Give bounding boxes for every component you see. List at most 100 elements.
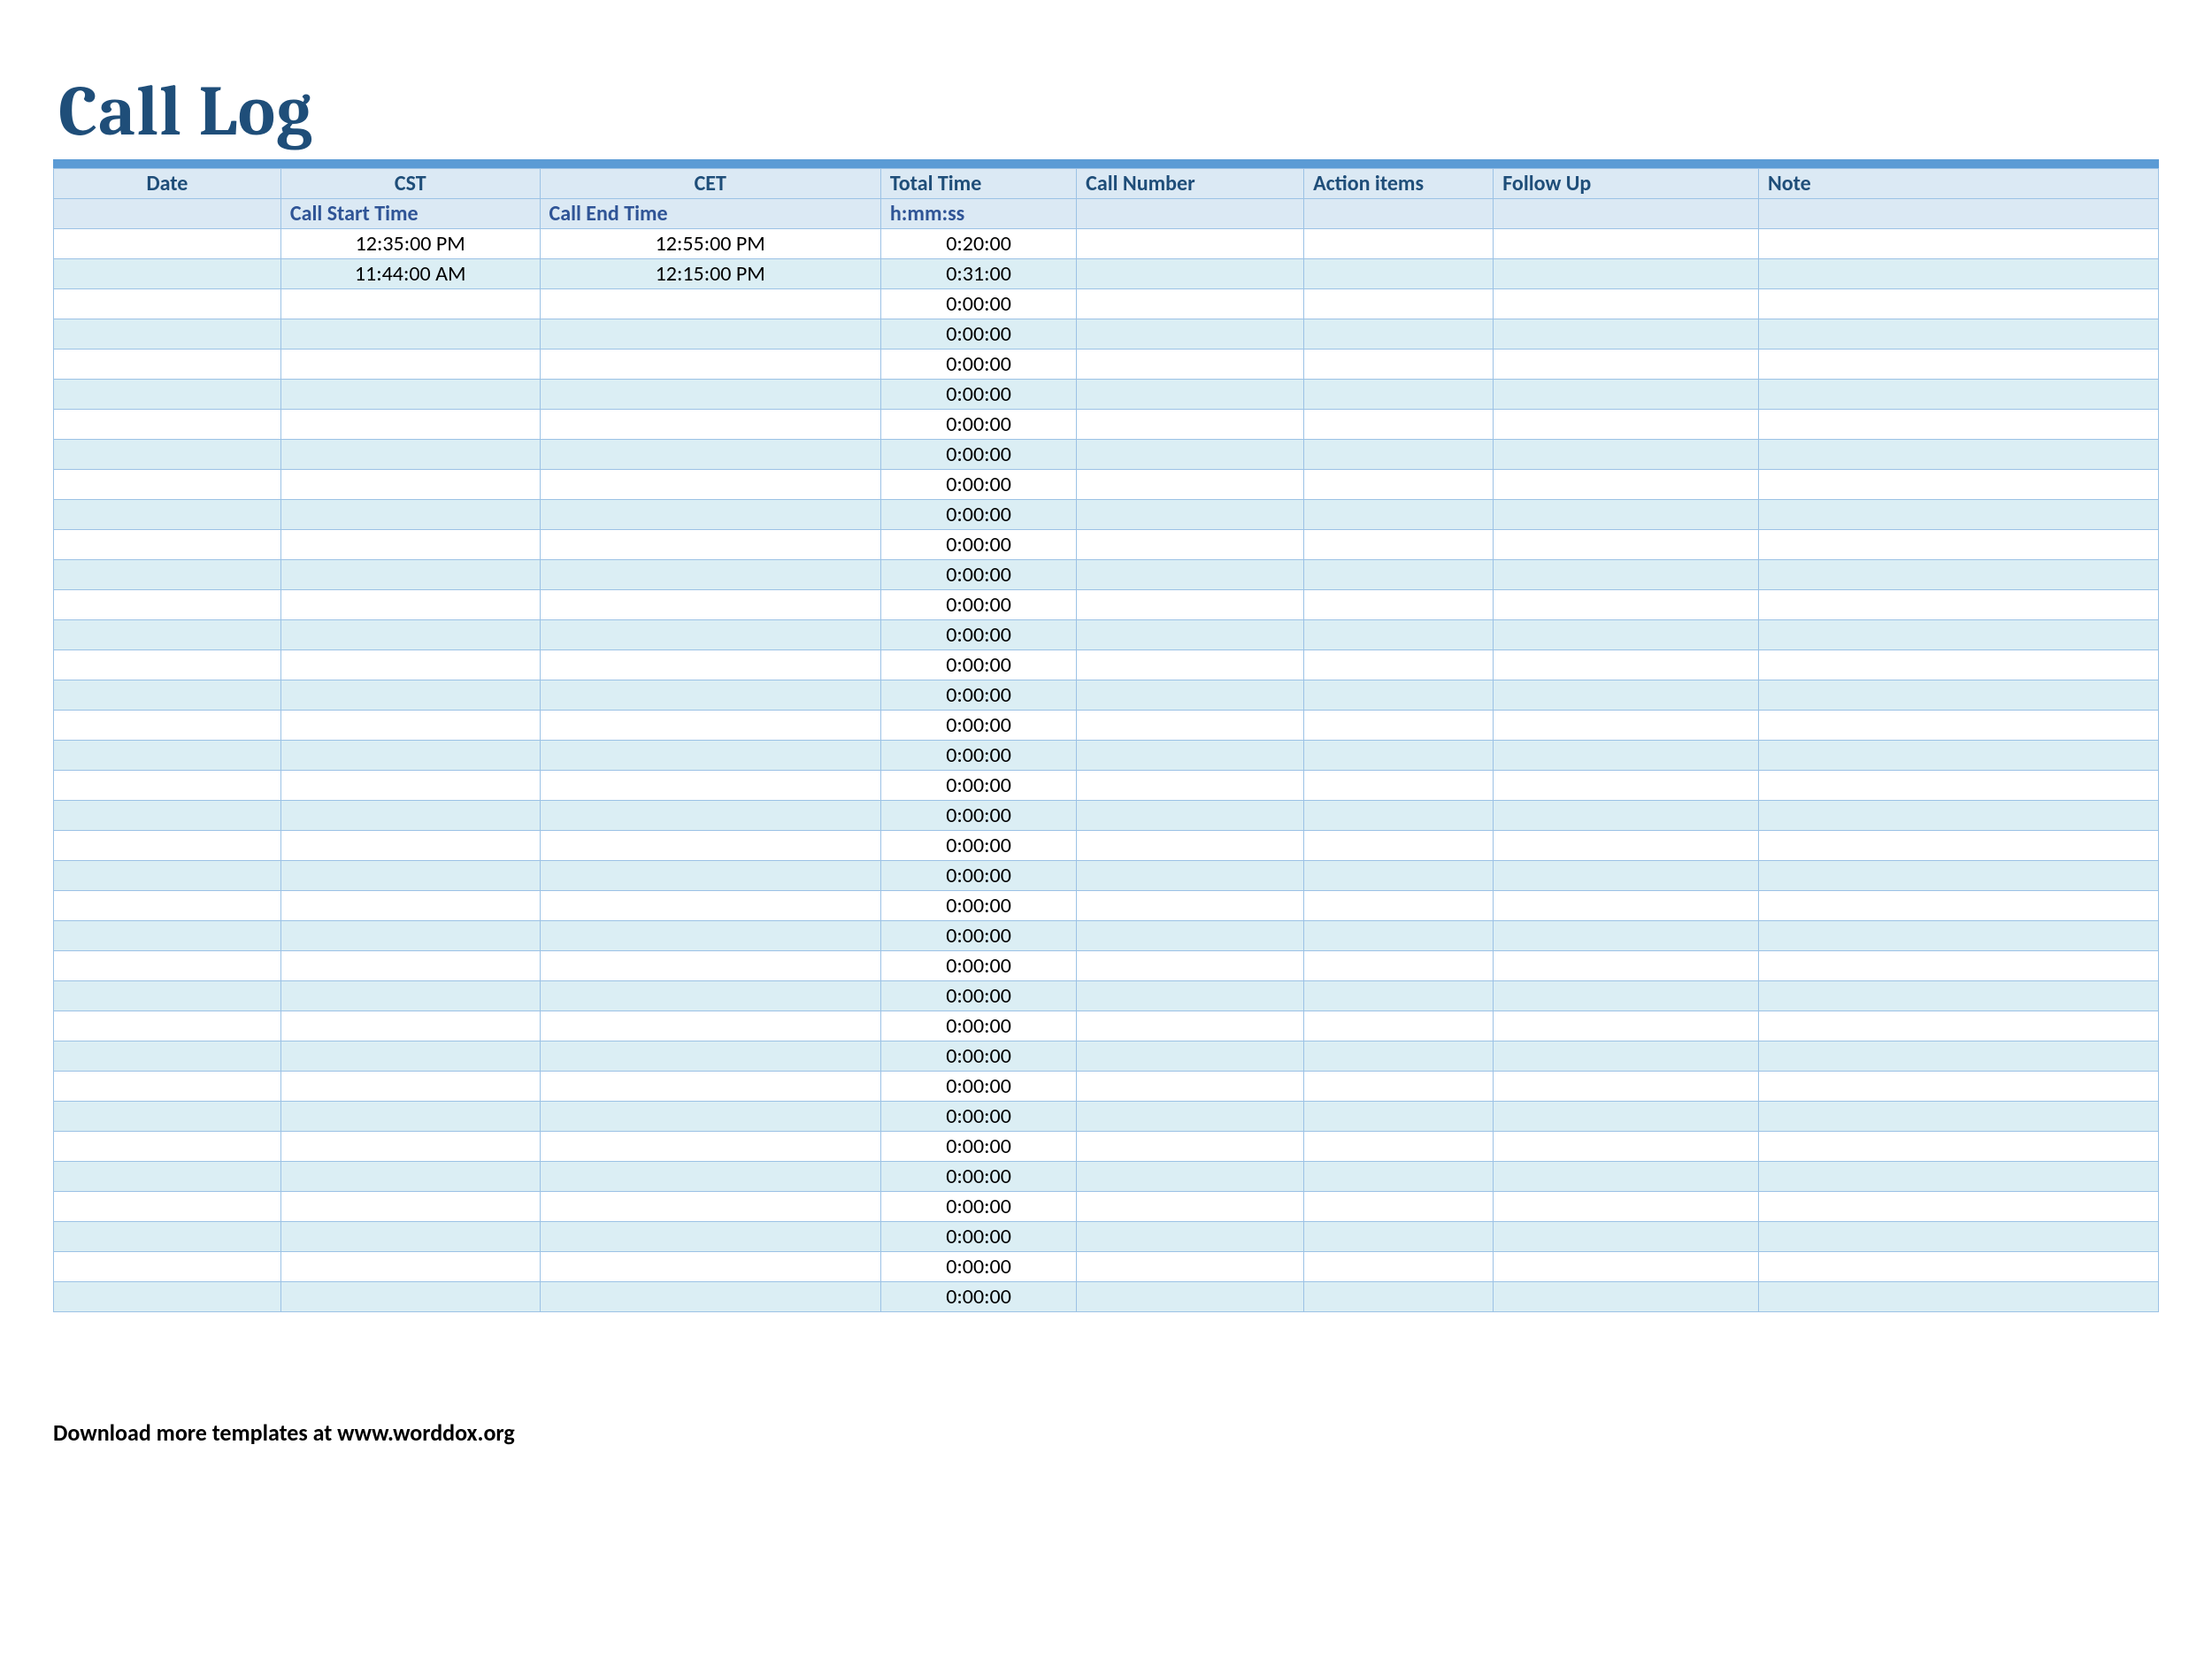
cell-cet[interactable] — [540, 680, 880, 711]
cell-action-items[interactable] — [1304, 500, 1494, 530]
cell-note[interactable] — [1758, 620, 2158, 650]
cell-cst[interactable] — [280, 921, 540, 951]
cell-action-items[interactable] — [1304, 1222, 1494, 1252]
cell-note[interactable] — [1758, 289, 2158, 319]
cell-follow-up[interactable] — [1494, 259, 1759, 289]
cell-cet[interactable] — [540, 1102, 880, 1132]
cell-cst[interactable] — [280, 1282, 540, 1312]
table-row[interactable]: 0:00:00 — [54, 711, 2159, 741]
cell-action-items[interactable] — [1304, 921, 1494, 951]
table-row[interactable]: 0:00:00 — [54, 500, 2159, 530]
cell-cst[interactable] — [280, 319, 540, 350]
table-row[interactable]: 0:00:00 — [54, 1132, 2159, 1162]
cell-cst[interactable] — [280, 650, 540, 680]
cell-cet[interactable]: 12:55:00 PM — [540, 229, 880, 259]
table-row[interactable]: 0:00:00 — [54, 1252, 2159, 1282]
cell-follow-up[interactable] — [1494, 1252, 1759, 1282]
cell-date[interactable] — [54, 1132, 281, 1162]
cell-action-items[interactable] — [1304, 1011, 1494, 1041]
cell-total-time[interactable]: 0:00:00 — [880, 1072, 1076, 1102]
cell-follow-up[interactable] — [1494, 500, 1759, 530]
cell-follow-up[interactable] — [1494, 1282, 1759, 1312]
cell-action-items[interactable] — [1304, 560, 1494, 590]
cell-total-time[interactable]: 0:00:00 — [880, 921, 1076, 951]
table-row[interactable]: 0:00:00 — [54, 620, 2159, 650]
cell-note[interactable] — [1758, 319, 2158, 350]
cell-cet[interactable] — [540, 1192, 880, 1222]
cell-cet[interactable] — [540, 289, 880, 319]
cell-date[interactable] — [54, 1102, 281, 1132]
cell-date[interactable] — [54, 289, 281, 319]
cell-date[interactable] — [54, 410, 281, 440]
cell-action-items[interactable] — [1304, 1072, 1494, 1102]
cell-cst[interactable] — [280, 1011, 540, 1041]
cell-call-number[interactable] — [1077, 620, 1304, 650]
cell-action-items[interactable] — [1304, 620, 1494, 650]
cell-cst[interactable]: 12:35:00 PM — [280, 229, 540, 259]
cell-date[interactable] — [54, 951, 281, 981]
cell-action-items[interactable] — [1304, 590, 1494, 620]
cell-total-time[interactable]: 0:00:00 — [880, 1132, 1076, 1162]
cell-action-items[interactable] — [1304, 1252, 1494, 1282]
table-row[interactable]: 0:00:00 — [54, 680, 2159, 711]
table-row[interactable]: 0:00:00 — [54, 530, 2159, 560]
cell-date[interactable] — [54, 620, 281, 650]
cell-call-number[interactable] — [1077, 560, 1304, 590]
cell-note[interactable] — [1758, 921, 2158, 951]
cell-follow-up[interactable] — [1494, 1072, 1759, 1102]
cell-cst[interactable] — [280, 1072, 540, 1102]
cell-action-items[interactable] — [1304, 259, 1494, 289]
cell-date[interactable] — [54, 380, 281, 410]
cell-cst[interactable] — [280, 410, 540, 440]
cell-date[interactable] — [54, 1252, 281, 1282]
cell-date[interactable] — [54, 319, 281, 350]
cell-cet[interactable] — [540, 410, 880, 440]
cell-follow-up[interactable] — [1494, 1222, 1759, 1252]
cell-action-items[interactable] — [1304, 1162, 1494, 1192]
cell-action-items[interactable] — [1304, 530, 1494, 560]
cell-cst[interactable]: 11:44:00 AM — [280, 259, 540, 289]
table-row[interactable]: 0:00:00 — [54, 771, 2159, 801]
cell-total-time[interactable]: 0:00:00 — [880, 1282, 1076, 1312]
cell-action-items[interactable] — [1304, 981, 1494, 1011]
cell-call-number[interactable] — [1077, 410, 1304, 440]
cell-note[interactable] — [1758, 590, 2158, 620]
cell-cet[interactable] — [540, 921, 880, 951]
cell-total-time[interactable]: 0:00:00 — [880, 981, 1076, 1011]
cell-date[interactable] — [54, 229, 281, 259]
cell-follow-up[interactable] — [1494, 1102, 1759, 1132]
cell-note[interactable] — [1758, 861, 2158, 891]
cell-cet[interactable] — [540, 1132, 880, 1162]
cell-cst[interactable] — [280, 1132, 540, 1162]
cell-cet[interactable] — [540, 1072, 880, 1102]
cell-note[interactable] — [1758, 500, 2158, 530]
table-row[interactable]: 0:00:00 — [54, 1102, 2159, 1132]
cell-call-number[interactable] — [1077, 319, 1304, 350]
table-row[interactable]: 0:00:00 — [54, 981, 2159, 1011]
cell-date[interactable] — [54, 1072, 281, 1102]
cell-note[interactable] — [1758, 1252, 2158, 1282]
cell-cst[interactable] — [280, 1192, 540, 1222]
cell-note[interactable] — [1758, 831, 2158, 861]
cell-note[interactable] — [1758, 229, 2158, 259]
cell-cet[interactable] — [540, 831, 880, 861]
cell-call-number[interactable] — [1077, 680, 1304, 711]
cell-call-number[interactable] — [1077, 861, 1304, 891]
cell-total-time[interactable]: 0:00:00 — [880, 711, 1076, 741]
cell-call-number[interactable] — [1077, 1132, 1304, 1162]
cell-cet[interactable] — [540, 1252, 880, 1282]
cell-total-time[interactable]: 0:00:00 — [880, 1162, 1076, 1192]
cell-call-number[interactable] — [1077, 500, 1304, 530]
table-row[interactable]: 0:00:00 — [54, 1282, 2159, 1312]
cell-date[interactable] — [54, 921, 281, 951]
cell-cst[interactable] — [280, 981, 540, 1011]
cell-cet[interactable] — [540, 620, 880, 650]
cell-date[interactable] — [54, 1222, 281, 1252]
cell-cet[interactable] — [540, 380, 880, 410]
cell-action-items[interactable] — [1304, 1102, 1494, 1132]
cell-total-time[interactable]: 0:00:00 — [880, 1252, 1076, 1282]
table-row[interactable]: 0:00:00 — [54, 831, 2159, 861]
cell-action-items[interactable] — [1304, 319, 1494, 350]
cell-follow-up[interactable] — [1494, 981, 1759, 1011]
cell-call-number[interactable] — [1077, 590, 1304, 620]
